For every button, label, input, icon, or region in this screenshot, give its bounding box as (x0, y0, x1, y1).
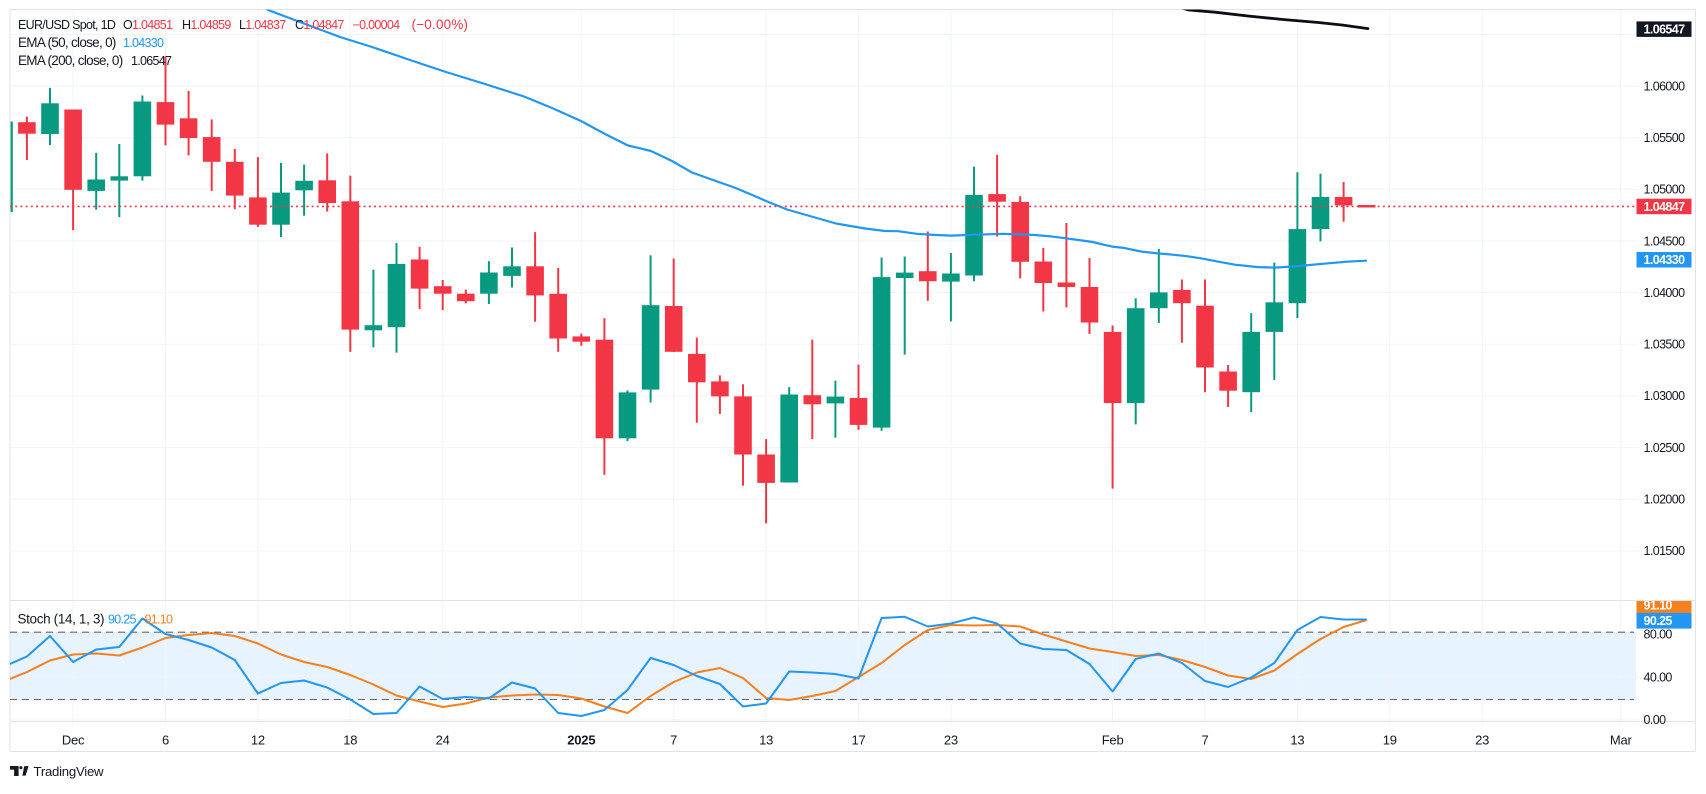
svg-text:C1.04847: C1.04847 (295, 18, 344, 32)
svg-text:1.05500: 1.05500 (1644, 131, 1686, 145)
svg-text:0.00: 0.00 (1644, 713, 1667, 727)
svg-text:91.10: 91.10 (1644, 598, 1673, 612)
svg-text:1.04847: 1.04847 (1644, 200, 1686, 214)
svg-text:7: 7 (670, 733, 677, 748)
svg-text:1.04000: 1.04000 (1644, 286, 1686, 300)
svg-text:17: 17 (851, 733, 865, 748)
svg-text:13: 13 (759, 733, 773, 748)
svg-text:1.04330: 1.04330 (1644, 253, 1686, 267)
svg-text:1.03500: 1.03500 (1644, 338, 1686, 352)
svg-text:1.06547: 1.06547 (1644, 23, 1686, 37)
svg-text:24: 24 (436, 733, 450, 748)
svg-text:Dec: Dec (62, 733, 85, 748)
svg-text:80.00: 80.00 (1644, 627, 1673, 641)
svg-text:Feb: Feb (1102, 733, 1124, 748)
svg-text:23: 23 (1475, 733, 1489, 748)
svg-text:23: 23 (944, 733, 958, 748)
svg-text:H1.04859: H1.04859 (182, 18, 231, 32)
svg-text:1.03000: 1.03000 (1644, 389, 1686, 403)
svg-text:L1.04837: L1.04837 (239, 18, 286, 32)
svg-text:1.04500: 1.04500 (1644, 234, 1686, 248)
svg-text:1.01500: 1.01500 (1644, 544, 1686, 558)
svg-text:18: 18 (343, 733, 357, 748)
svg-text:1.02500: 1.02500 (1644, 441, 1686, 455)
svg-text:EMA (200, close, 0): EMA (200, close, 0) (18, 53, 123, 68)
svg-text:−0.00004: −0.00004 (353, 18, 401, 32)
svg-text:TradingView: TradingView (34, 764, 105, 779)
svg-text:Mar: Mar (1610, 733, 1633, 748)
svg-text:1.02000: 1.02000 (1644, 493, 1686, 507)
svg-text:19: 19 (1383, 733, 1397, 748)
svg-text:1.06000: 1.06000 (1644, 79, 1686, 93)
svg-text:2025: 2025 (567, 733, 595, 748)
svg-text:O1.04851: O1.04851 (123, 18, 173, 32)
svg-text:40.00: 40.00 (1644, 670, 1673, 684)
svg-text:6: 6 (162, 733, 169, 748)
svg-text:13: 13 (1290, 733, 1304, 748)
svg-text:1.05000: 1.05000 (1644, 183, 1686, 197)
svg-text:90.25: 90.25 (108, 613, 137, 627)
svg-text:7: 7 (1201, 733, 1208, 748)
svg-text:12: 12 (251, 733, 265, 748)
svg-text:1.04330: 1.04330 (123, 36, 164, 50)
svg-text:EMA (50, close, 0): EMA (50, close, 0) (18, 35, 116, 50)
svg-text:(−0.00%): (−0.00%) (412, 17, 469, 32)
svg-text:EUR/USD Spot, 1D: EUR/USD Spot, 1D (18, 18, 116, 32)
svg-text:1.06547: 1.06547 (131, 54, 172, 68)
svg-text:90.25: 90.25 (1644, 614, 1673, 628)
svg-text:91.10: 91.10 (145, 613, 174, 627)
svg-text:Stoch (14, 1, 3): Stoch (14, 1, 3) (18, 612, 105, 627)
